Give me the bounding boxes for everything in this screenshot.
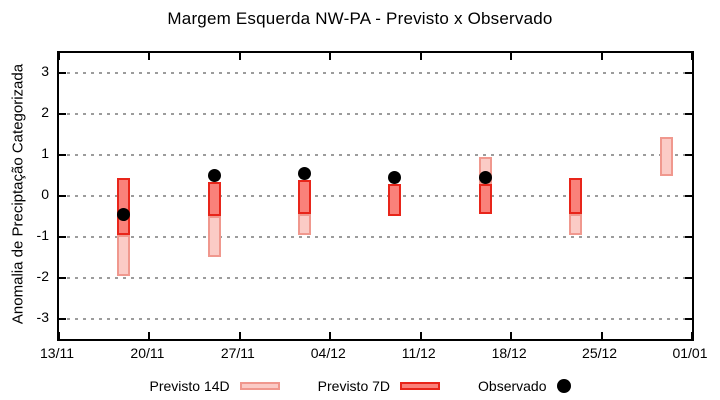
x-tick-mark-bottom (419, 332, 422, 339)
gridline (59, 113, 692, 116)
x-tick-label: 13/11 (40, 345, 74, 361)
y-tick-label: -1 (36, 226, 49, 243)
y-tick-mark-right (685, 154, 692, 157)
y-tick-label: 0 (41, 186, 49, 202)
legend: Previsto 14D Previsto 7D Observado (0, 375, 720, 397)
x-tick-mark-bottom (600, 332, 603, 339)
gridline (59, 72, 692, 75)
y-tick-mark-left (59, 72, 66, 75)
observado-dot (297, 167, 311, 181)
gridline (59, 276, 692, 279)
y-tick-mark-right (685, 195, 692, 197)
gridline (59, 195, 692, 197)
previsto-7d-bar (388, 183, 402, 217)
observado-dot (388, 171, 402, 185)
x-tick-label: 27/11 (220, 345, 255, 361)
observado-dot-icon (556, 379, 571, 393)
previsto-14d-bar (207, 216, 221, 258)
observado-dot (478, 171, 492, 185)
x-tick-label: 11/12 (401, 345, 436, 361)
y-tick-label: -3 (36, 308, 49, 325)
x-tick-mark-bottom (148, 332, 151, 339)
x-tick-mark-bottom (58, 332, 60, 339)
x-tick-label: 20/11 (130, 345, 165, 361)
legend-item-previsto-14d: Previsto 14D (150, 378, 280, 394)
x-tick-mark-bottom (238, 332, 241, 339)
y-tick-mark-left (59, 276, 66, 279)
x-tick-label: 04/12 (310, 345, 346, 361)
previsto-14d-bar (569, 214, 583, 235)
previsto-7d-bar (569, 177, 583, 215)
x-tick-label: 18/12 (491, 345, 527, 361)
legend-label-observado: Observado (478, 378, 547, 394)
y-tick-mark-left (59, 235, 66, 238)
x-tick-label: 25/12 (582, 345, 618, 361)
y-tick-mark-left (59, 154, 66, 157)
x-tick-mark-top (510, 53, 513, 60)
gridline (59, 235, 692, 238)
previsto-14d-bar (297, 214, 311, 235)
legend-item-observado: Observado (478, 378, 571, 394)
x-tick-mark-top (58, 53, 60, 60)
y-tick-mark-left (59, 113, 66, 116)
legend-label-previsto-7d: Previsto 7D (317, 378, 391, 394)
x-tick-mark-top (329, 53, 332, 60)
legend-label-previsto-14d: Previsto 14D (149, 378, 230, 394)
x-tick-label: 01/01 (672, 345, 708, 361)
y-tick-mark-right (685, 317, 692, 320)
previsto-14d-bar (117, 234, 131, 276)
previsto-7d-bar (207, 181, 221, 217)
y-tick-label: 3 (41, 63, 49, 80)
x-tick-mark-top (600, 53, 603, 60)
y-tick-mark-right (685, 113, 692, 116)
y-tick-label: -2 (36, 267, 49, 284)
previsto-7d-bar (478, 183, 492, 215)
x-tick-mark-bottom (691, 332, 693, 339)
y-tick-label: 1 (41, 145, 49, 162)
x-tick-mark-bottom (329, 332, 332, 339)
plot-area (57, 51, 694, 341)
observado-dot (207, 169, 221, 183)
y-tick-mark-right (685, 235, 692, 238)
previsto-14d-bar (659, 136, 673, 176)
y-tick-mark-left (59, 317, 66, 320)
x-tick-mark-top (691, 53, 693, 60)
x-tick-mark-bottom (510, 332, 513, 339)
gridline (59, 317, 692, 320)
x-tick-mark-top (148, 53, 151, 60)
y-tick-mark-right (685, 72, 692, 75)
chart-title: Margem Esquerda NW-PA - Previsto x Obser… (167, 9, 553, 28)
gridline (59, 154, 692, 157)
previsto-7d-swatch-icon (400, 382, 441, 390)
y-tick-label: 2 (41, 104, 49, 121)
x-tick-mark-top (238, 53, 241, 60)
y-tick-mark-left (59, 195, 66, 197)
legend-item-previsto-7d: Previsto 7D (317, 378, 441, 394)
y-tick-mark-right (685, 276, 692, 279)
x-tick-mark-top (419, 53, 422, 60)
observado-dot (117, 207, 131, 221)
previsto-14d-swatch-icon (239, 382, 280, 390)
previsto-7d-bar (297, 179, 311, 215)
previsto-7d-bar (117, 177, 131, 235)
